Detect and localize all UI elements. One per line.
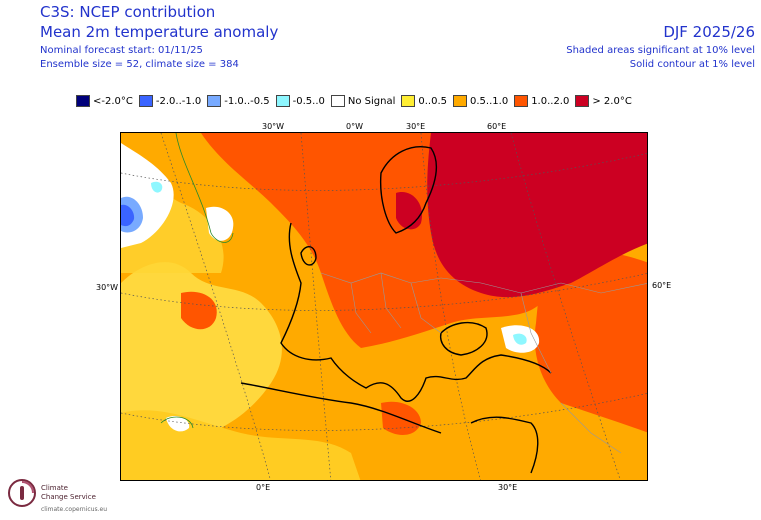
copernicus-logo [6, 476, 38, 514]
lon-label-top: 30°W [262, 122, 285, 131]
legend-item: -1.0..-0.5 [207, 95, 270, 107]
climate-change-service-icon [8, 479, 36, 507]
warm-region-atlantic [181, 291, 217, 330]
legend-swatch [575, 95, 590, 107]
legend-swatch [76, 95, 90, 107]
season-label: DJF 2025/26 [663, 23, 755, 41]
lon-label-bottom: 30°E [498, 483, 518, 492]
significance-contour [160, 133, 234, 429]
legend-item: 0..0.5 [401, 95, 447, 107]
cool-patch-caspian [513, 333, 527, 345]
map-subtitle: Mean 2m temperature anomaly [40, 23, 279, 41]
hot-region-russia [427, 133, 647, 298]
country-borders [320, 272, 647, 454]
legend-swatch [514, 95, 529, 107]
legend-label: -0.5..0 [292, 95, 325, 107]
legend-swatch [330, 95, 345, 107]
legend-swatch [138, 95, 153, 107]
legend-label: <-2.0°C [93, 95, 133, 107]
legend-item: -0.5..0 [275, 95, 325, 107]
warm-region-east [534, 248, 647, 433]
lon-label-top: 30°E [406, 122, 426, 131]
contour-significance-note: Solid contour at 1% level [629, 59, 755, 70]
cool-patch-small [151, 181, 163, 193]
legend-item: -2.0..-1.0 [138, 95, 202, 107]
legend-swatch [453, 95, 468, 107]
map-title: C3S: NCEP contribution [40, 3, 216, 21]
legend-label: No Signal [347, 95, 396, 107]
legend-item: 1.0..2.0 [514, 95, 569, 107]
legend-label: 0..0.5 [418, 95, 448, 107]
legend-item: No Signal [330, 95, 396, 107]
legend-label: 1.0..2.0 [531, 95, 570, 107]
legend-swatch [207, 95, 222, 107]
legend-swatch [275, 95, 290, 107]
lon-label-top: 0°W [346, 122, 363, 131]
yellow-region-atlantic [121, 262, 282, 453]
no-signal-region-africa [166, 416, 190, 432]
map-canvas [121, 133, 647, 480]
color-legend: <-2.0°C -2.0..-1.0 -1.0..-0.5 -0.5..0 No… [76, 94, 638, 108]
anomaly-map [120, 132, 648, 481]
shading-significance-note: Shaded areas significant at 10% level [566, 45, 755, 56]
legend-label: -1.0..-0.5 [224, 95, 270, 107]
lon-label-top: 60°E [487, 122, 507, 131]
lat-label-right: 60°E [652, 281, 672, 290]
forecast-start-text: Nominal forecast start: 01/11/25 [40, 45, 203, 56]
coastlines [240, 146, 552, 474]
legend-label: 0.5..1.0 [470, 95, 509, 107]
logo-text-line1: Climate [41, 484, 68, 492]
lat-label-left: 30°W [96, 283, 119, 292]
cool-region-inner [121, 204, 135, 227]
logo-url[interactable]: climate.copernicus.eu [41, 506, 108, 513]
legend-item: 0.5..1.0 [453, 95, 508, 107]
legend-item: > 2.0°C [575, 95, 632, 107]
legend-label: -2.0..-1.0 [155, 95, 202, 107]
legend-label: > 2.0°C [592, 95, 632, 107]
lon-label-bottom: 0°E [256, 483, 271, 492]
no-signal-region-patch [206, 206, 234, 241]
ensemble-size-text: Ensemble size = 52, climate size = 384 [40, 59, 239, 70]
legend-swatch [401, 95, 416, 107]
logo-text-line2: Change Service [41, 493, 96, 501]
legend-item: <-2.0°C [76, 95, 133, 107]
graticule [121, 133, 647, 480]
